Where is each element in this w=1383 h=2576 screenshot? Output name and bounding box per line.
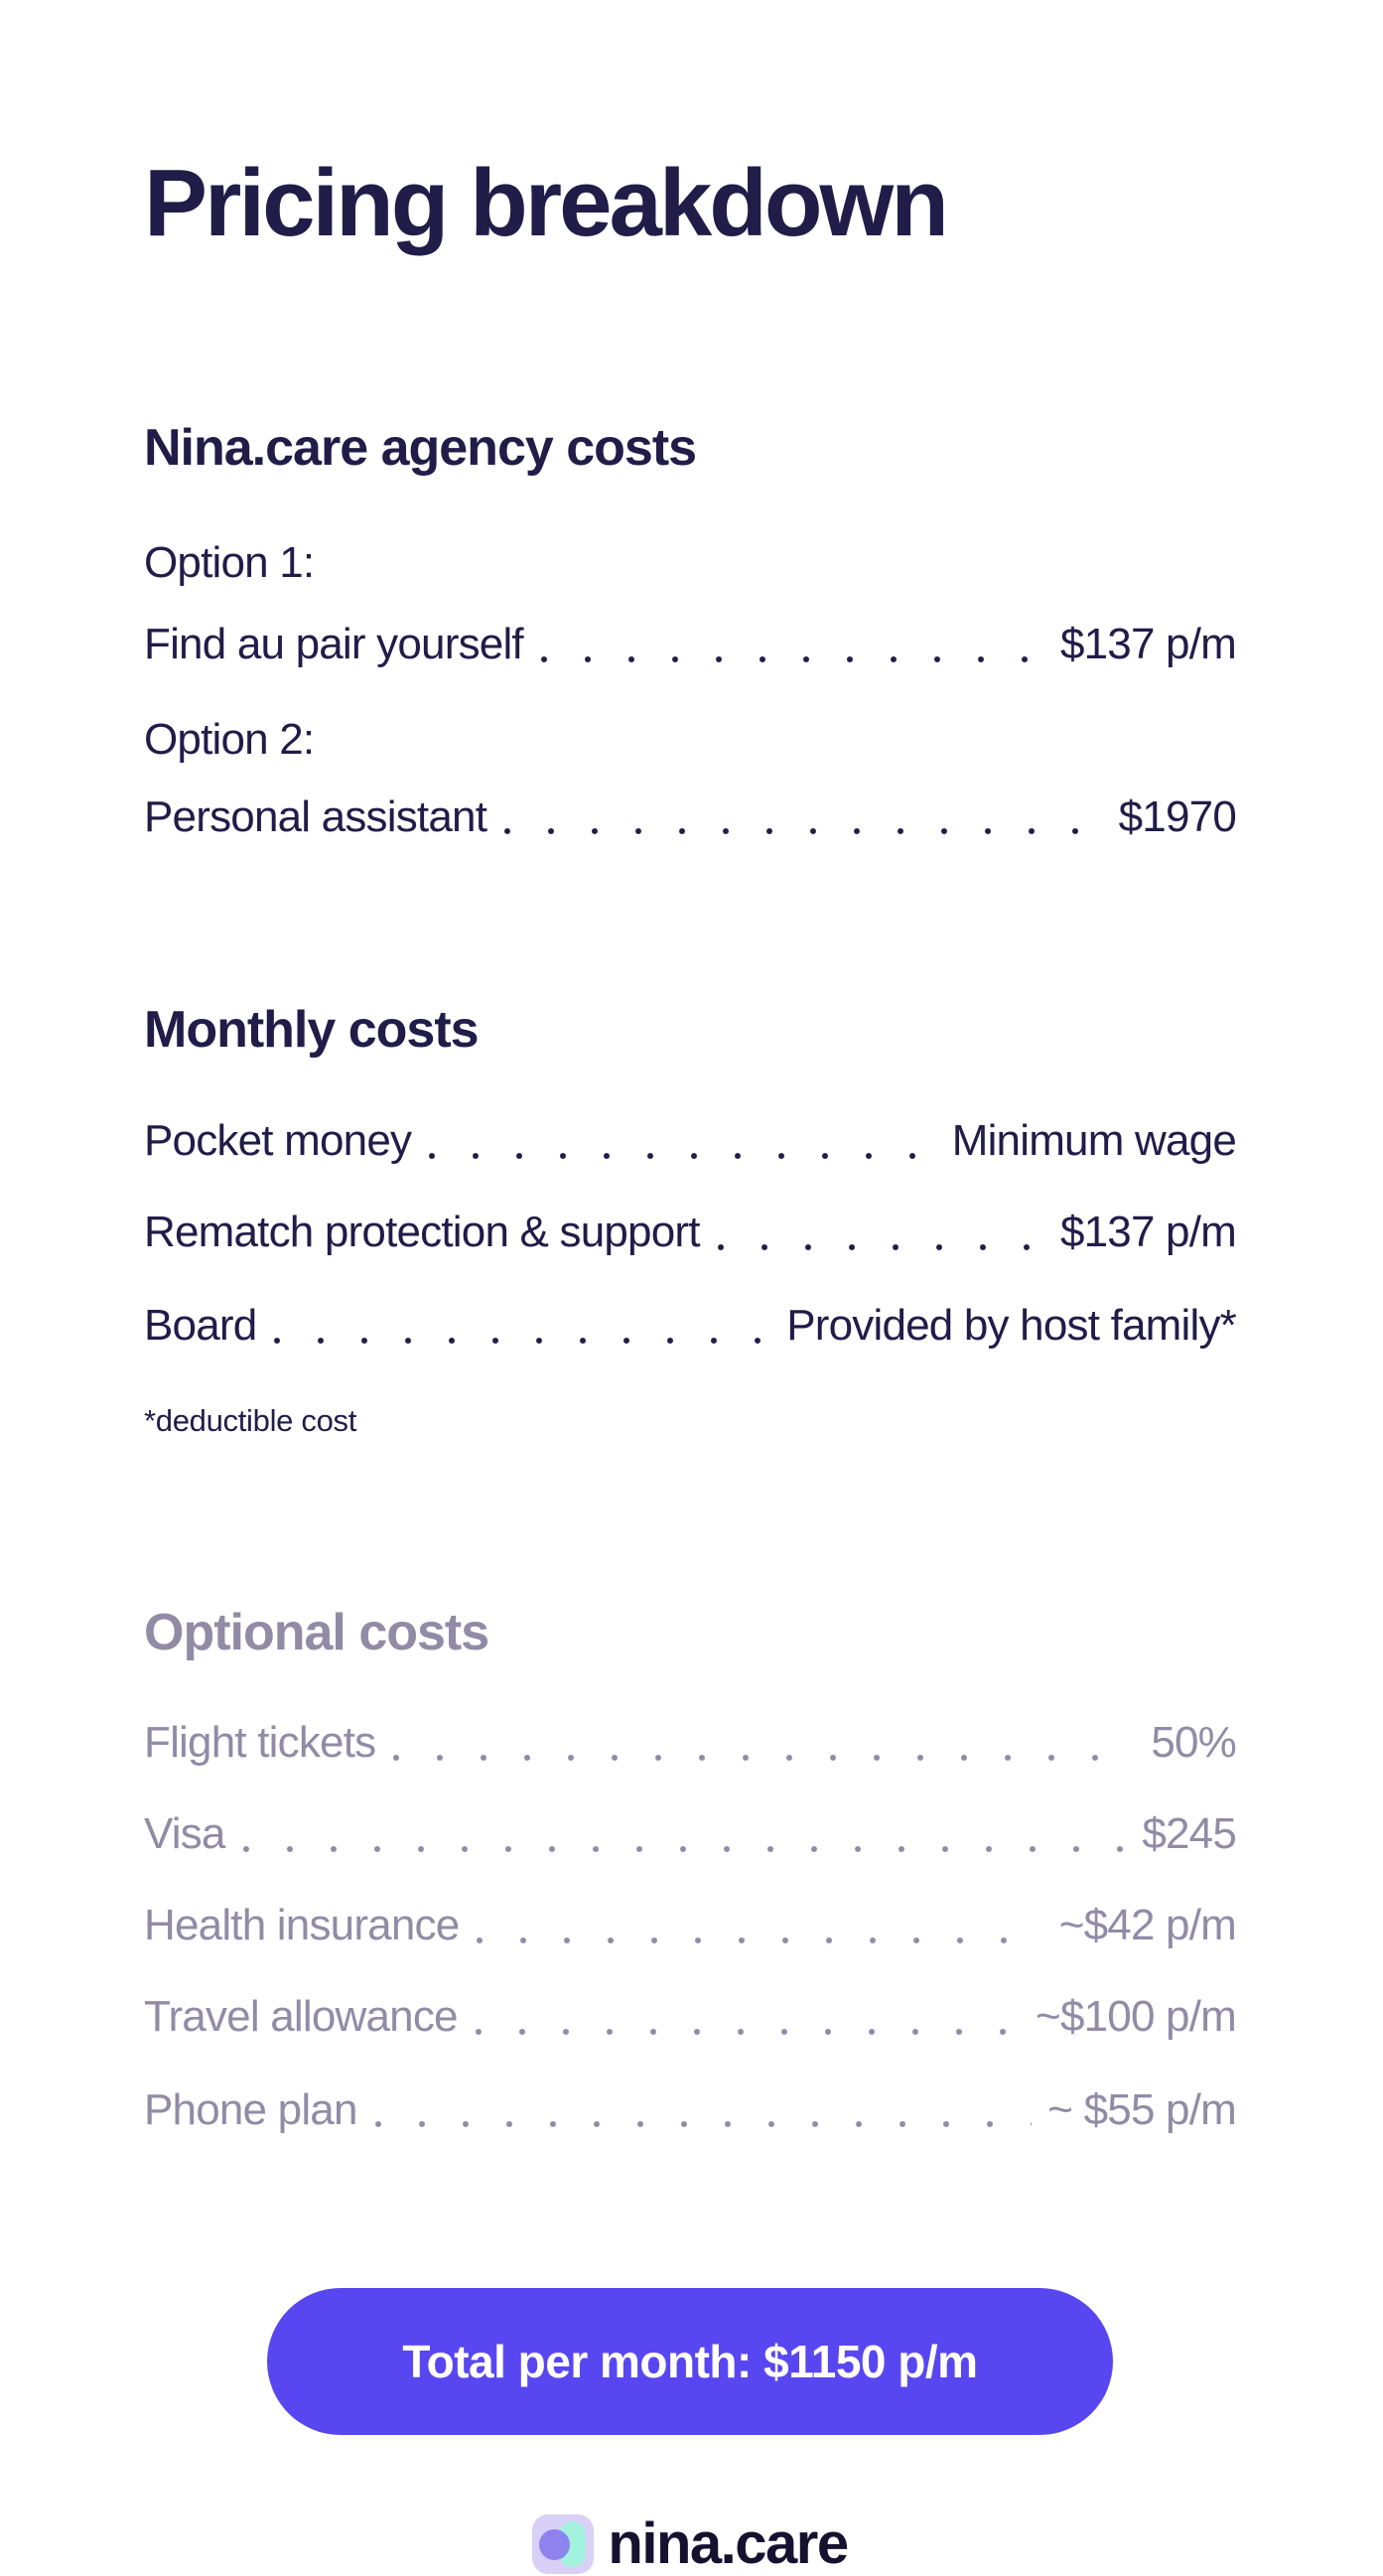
price-row-visa: Visa $245 [144, 1808, 1237, 1860]
monthly-costs-heading: Monthly costs [144, 1001, 480, 1060]
dotted-leader [393, 1754, 1136, 1761]
logo-circle-shape [539, 2529, 571, 2561]
total-button-label: Total per month: $1150 p/m [402, 2336, 978, 2388]
row-value: ~ $55 p/m [1047, 2084, 1237, 2134]
row-value: Provided by host family* [786, 1300, 1237, 1350]
optional-costs-heading: Optional costs [144, 1603, 489, 1661]
deductible-footnote: *deductible cost [144, 1402, 357, 1438]
price-row-find-au-pair: Find au pair yourself $137 p/m [144, 619, 1237, 670]
row-label: Rematch protection & support [144, 1207, 700, 1256]
price-row-rematch-protection: Rematch protection & support $137 p/m [144, 1207, 1237, 1258]
price-row-board: Board Provided by host family* [144, 1300, 1237, 1352]
row-label: Health insurance [144, 1900, 460, 1949]
dotted-leader [475, 2028, 1021, 2035]
dotted-leader [504, 828, 1103, 835]
row-value: ~$100 p/m [1036, 1991, 1237, 2041]
nina-care-logo-icon [532, 2514, 595, 2575]
section-monthly-costs: Monthly costs Pocket money Minimum wage … [144, 999, 1237, 1438]
row-label: Travel allowance [144, 1991, 459, 2041]
row-value: $1970 [1118, 791, 1237, 841]
row-label: Board [144, 1300, 257, 1350]
dotted-leader [540, 655, 1044, 662]
price-row-pocket-money: Pocket money Minimum wage [144, 1115, 1237, 1167]
row-value: $245 [1142, 1808, 1236, 1858]
dotted-leader [429, 1152, 936, 1159]
row-value: ~$42 p/m [1058, 1900, 1237, 1949]
brand-name: nina.care [608, 2511, 849, 2576]
row-value: 50% [1151, 1717, 1236, 1767]
footer-brand: nina.care [144, 2511, 1236, 2576]
price-row-phone-plan: Phone plan ~ $55 p/m [144, 2084, 1237, 2136]
dotted-leader [477, 1936, 1043, 1943]
agency-costs-heading: Nina.care agency costs [144, 419, 697, 478]
row-label: Visa [144, 1808, 225, 1858]
dotted-leader [242, 1845, 1127, 1852]
section-optional-costs: Optional costs Flight tickets 50% Visa $… [144, 1602, 1237, 2136]
page-title: Pricing breakdown [144, 150, 949, 256]
row-value: $137 p/m [1059, 619, 1237, 668]
row-label: Personal assistant [144, 791, 487, 841]
dotted-leader [274, 1337, 771, 1344]
option-2-prefix: Option 2: [144, 714, 315, 764]
price-row-health-insurance: Health insurance ~$42 p/m [144, 1900, 1237, 1951]
section-agency-costs: Nina.care agency costs Option 1: Find au… [144, 417, 1237, 843]
total-per-month-button[interactable]: Total per month: $1150 p/m [267, 2288, 1113, 2436]
row-label: Flight tickets [144, 1717, 376, 1767]
row-value: Minimum wage [951, 1115, 1237, 1165]
price-row-travel-allowance: Travel allowance ~$100 p/m [144, 1991, 1237, 2043]
dotted-leader [374, 2121, 1033, 2128]
option-1-prefix: Option 1: [144, 537, 315, 587]
row-label: Phone plan [144, 2084, 357, 2134]
row-value: $137 p/m [1059, 1207, 1237, 1256]
row-label: Pocket money [144, 1115, 412, 1165]
row-label: Find au pair yourself [144, 619, 524, 668]
price-row-personal-assistant: Personal assistant $1970 [144, 791, 1237, 843]
price-row-flight-tickets: Flight tickets 50% [144, 1717, 1237, 1769]
dotted-leader [717, 1243, 1044, 1250]
